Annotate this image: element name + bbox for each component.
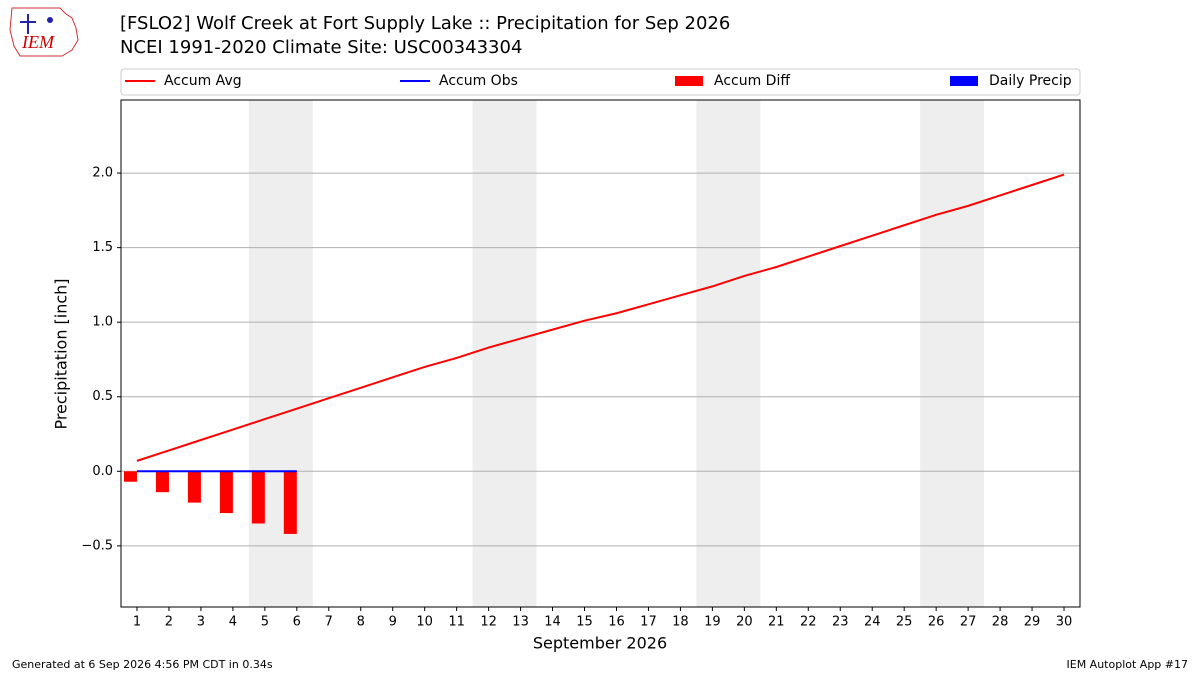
x-tick-label: 5 xyxy=(261,615,269,630)
legend-swatch xyxy=(675,76,703,86)
x-tick-label: 28 xyxy=(992,615,1009,630)
legend-swatch xyxy=(950,76,978,86)
y-tick-label: 1.0 xyxy=(92,315,113,330)
legend-frame xyxy=(120,68,1081,96)
plot-frame xyxy=(120,99,1081,608)
x-tick-label: 3 xyxy=(197,615,205,630)
shaded-range xyxy=(248,100,313,607)
footer-right: IEM Autoplot App #17 xyxy=(1067,658,1189,671)
legend-label: Accum Diff xyxy=(714,73,790,89)
bar xyxy=(187,471,201,503)
bar xyxy=(123,471,137,482)
x-tick-label: 16 xyxy=(608,615,625,630)
x-tick-label: 26 xyxy=(928,615,945,630)
x-tick-label: 30 xyxy=(1056,615,1073,630)
logo-icon xyxy=(47,17,53,23)
legend-label: Daily Precip xyxy=(989,73,1072,89)
x-tick-label: 9 xyxy=(389,615,397,630)
y-tick-label: 1.5 xyxy=(92,240,113,255)
x-tick-label: 29 xyxy=(1024,615,1041,630)
legend-label: Accum Obs xyxy=(439,73,518,89)
shaded-range xyxy=(920,100,985,607)
y-tick-label: 2.0 xyxy=(92,166,113,181)
x-tick-label: 12 xyxy=(480,615,497,630)
x-tick-label: 10 xyxy=(416,615,433,630)
footer-left: Generated at 6 Sep 2026 4:56 PM CDT in 0… xyxy=(12,658,273,671)
x-tick-label: 25 xyxy=(896,615,913,630)
legend-label: Accum Avg xyxy=(164,73,242,89)
x-tick-label: 6 xyxy=(293,615,301,630)
x-tick-label: 21 xyxy=(768,615,785,630)
shaded-range xyxy=(472,100,537,607)
legend: Accum Avg Accum Obs Accum Diff Daily Precip xyxy=(120,68,1081,96)
logo: IEM xyxy=(9,7,79,57)
logo-text: IEM xyxy=(21,32,55,52)
x-tick-label: 14 xyxy=(544,615,561,630)
bar xyxy=(219,471,233,514)
x-tick-label: 27 xyxy=(960,615,977,630)
y-tick-label: −0.5 xyxy=(81,538,113,553)
chart-subtitle: NCEI 1991-2020 Climate Site: USC00343304 xyxy=(120,37,522,58)
bar xyxy=(155,471,169,493)
x-tick-label: 4 xyxy=(229,615,237,630)
x-tick-label: 23 xyxy=(832,615,849,630)
x-tick-label: 2 xyxy=(165,615,173,630)
x-tick-label: 8 xyxy=(357,615,365,630)
x-tick-label: 13 xyxy=(512,615,529,630)
line xyxy=(136,173,1065,462)
x-axis-label: September 2026 xyxy=(533,634,667,653)
y-axis-label: Precipitation [inch] xyxy=(52,278,71,429)
chart-title: [FSLO2] Wolf Creek at Fort Supply Lake :… xyxy=(120,13,730,34)
x-tick-label: 7 xyxy=(325,615,333,630)
bar xyxy=(251,471,265,524)
x-tick-label: 11 xyxy=(448,615,465,630)
x-tick-label: 19 xyxy=(704,615,721,630)
x-tick-label: 1 xyxy=(133,615,141,630)
x-tick-label: 18 xyxy=(672,615,689,630)
y-tick-label: 0.5 xyxy=(92,389,113,404)
x-tick-label: 22 xyxy=(800,615,817,630)
bar xyxy=(283,471,297,534)
x-tick-label: 24 xyxy=(864,615,881,630)
y-tick-label: 0.0 xyxy=(92,464,113,479)
x-tick-label: 20 xyxy=(736,615,753,630)
x-tick-label: 17 xyxy=(640,615,657,630)
shaded-range xyxy=(696,100,761,607)
x-tick-label: 15 xyxy=(576,615,593,630)
